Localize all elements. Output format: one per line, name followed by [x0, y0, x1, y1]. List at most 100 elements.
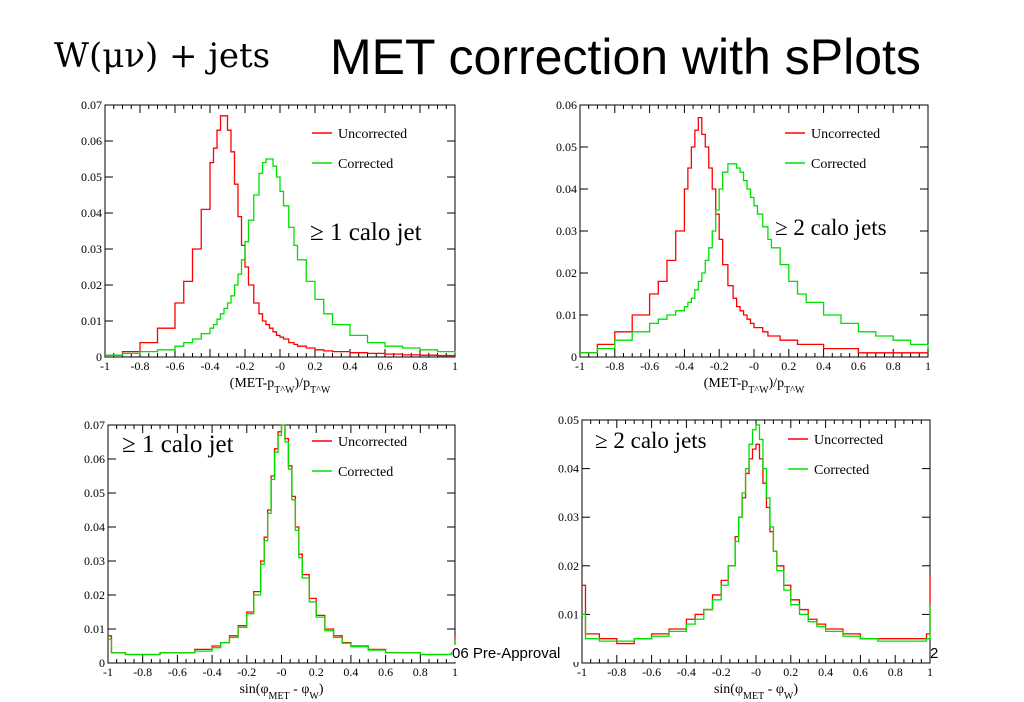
- x-tick-label: -1: [103, 665, 113, 679]
- y-tick-label: 0.01: [81, 314, 102, 328]
- x-tick-label: -0.2: [237, 665, 256, 679]
- x-tick-label: -0: [751, 665, 761, 679]
- x-tick-label: -0.2: [710, 359, 729, 373]
- legend-label-uncorrected: Uncorrected: [338, 435, 407, 450]
- y-tick-label: 0.03: [556, 224, 577, 238]
- x-tick-label: -1: [575, 359, 585, 373]
- x-tick-label: 0.2: [308, 359, 323, 373]
- y-tick-label: 0.06: [81, 134, 102, 148]
- x-tick-label: 0.8: [886, 359, 901, 373]
- chart-panel-4: -1 -0.8 -0.6 -0.4 -0.2 -0 0.2 0.4 0.6 0.8 1 0 0.01 0.…: [558, 413, 933, 702]
- y-tick-label: 0.06: [84, 452, 105, 466]
- y-tick-label: 0: [96, 350, 102, 364]
- y-tick-label: 0.05: [558, 413, 579, 427]
- y-tick-label: 0.02: [84, 588, 105, 602]
- x-axis-label: sin(φMET - φW): [239, 682, 323, 702]
- y-tick-label: 0.04: [556, 182, 577, 196]
- plot-frame: [107, 424, 456, 664]
- y-tick-label: 0.02: [81, 278, 102, 292]
- x-tick-label: -0.8: [133, 665, 152, 679]
- y-tick-label: 0.03: [81, 242, 102, 256]
- chart-panel-3: -1 -0.8 -0.6 -0.4 -0.2 -0 0.2 0.4 0.6 0.8 1 0 0.01 0.…: [84, 418, 458, 702]
- x-tick-label: -0.8: [605, 359, 624, 373]
- chart-panel-2: -1 -0.8 -0.6 -0.4 -0.2 -0 0.2 0.4 0.6 0.8 1 0 0.01 0.…: [556, 98, 931, 396]
- x-tick-label: 0.8: [413, 665, 428, 679]
- slide-title: W(μν) + jets MET correction with sPlots: [50, 28, 1020, 98]
- y-tick-label: 0.02: [556, 266, 577, 280]
- y-tick-label: 0.01: [558, 607, 579, 621]
- jet-annotation: ≥ 1 calo jet: [122, 431, 234, 458]
- legend-label-corrected: Corrected: [811, 157, 866, 172]
- y-tick-label: 0.07: [84, 418, 105, 432]
- y-tick-label: 0.03: [558, 510, 579, 524]
- x-tick-label: 0.2: [781, 359, 796, 373]
- y-tick-label: 0.04: [558, 462, 579, 476]
- chart-panel-1: -1 -0.8 -0.6 -0.4 -0.2 -0 0.2 0.4 0.6 0.8 1 0 0.01 0.…: [81, 98, 458, 396]
- x-tick-label: 0.4: [343, 665, 358, 679]
- x-tick-label: -0.6: [640, 359, 659, 373]
- x-tick-label: 1: [452, 665, 458, 679]
- legend-label-uncorrected: Uncorrected: [811, 127, 880, 142]
- x-tick-label: -0.4: [201, 359, 220, 373]
- legend-label-corrected: Corrected: [338, 157, 393, 172]
- x-tick-label: 0.6: [378, 665, 393, 679]
- x-tick-label: 0.8: [413, 359, 428, 373]
- x-tick-label: 0.6: [851, 359, 866, 373]
- x-tick-label: -1: [577, 665, 587, 679]
- x-tick-label: -0.6: [168, 665, 187, 679]
- series-corrected-line: [105, 158, 456, 356]
- x-tick-label: 1: [927, 665, 933, 679]
- x-tick-label: -0: [275, 359, 285, 373]
- x-tick-label: -0.8: [131, 359, 150, 373]
- plot-frame: [581, 419, 931, 664]
- x-tick-label: 0.8: [888, 665, 903, 679]
- x-tick-label: -0.8: [607, 665, 626, 679]
- x-tick-label: -0.4: [675, 359, 694, 373]
- x-axis-label: (MET-pT^W)/pT^W: [704, 376, 805, 396]
- y-tick-label: 0.04: [84, 520, 105, 534]
- x-tick-label: 0.2: [309, 665, 324, 679]
- x-tick-label: 0.4: [816, 359, 831, 373]
- x-tick-label: 1: [452, 359, 458, 373]
- x-tick-label: -0: [749, 359, 759, 373]
- x-tick-label: 0.4: [343, 359, 358, 373]
- title-main: MET correction with sPlots: [330, 29, 921, 85]
- series-uncorrected-line: [108, 424, 456, 656]
- y-tick-label: 0.05: [556, 140, 577, 154]
- footer-page-number: 2: [930, 645, 939, 662]
- y-tick-label: 0.04: [81, 206, 102, 220]
- jet-annotation: ≥ 1 calo jet: [310, 219, 422, 246]
- jet-annotation: ≥ 2 calo jets: [775, 215, 887, 240]
- legend-label-corrected: Corrected: [814, 463, 869, 478]
- x-tick-label: -0.2: [236, 359, 255, 373]
- x-tick-label: -0.6: [642, 665, 661, 679]
- series-uncorrected-line: [580, 116, 928, 354]
- y-tick-label: 0: [573, 656, 579, 670]
- y-tick-label: 0.03: [84, 554, 105, 568]
- x-axis-label: (MET-pT^W)/pT^W: [230, 376, 331, 396]
- y-tick-label: 0.02: [558, 559, 579, 573]
- series-corrected-line: [582, 424, 931, 642]
- series-corrected-line: [108, 424, 456, 656]
- x-tick-label: -0.4: [203, 665, 222, 679]
- series-uncorrected-line: [582, 443, 931, 645]
- x-tick-label: 0.6: [378, 359, 393, 373]
- y-tick-label: 0.07: [81, 98, 102, 112]
- series-uncorrected-line: [105, 115, 456, 357]
- footer-text: 06 Pre-Approval: [452, 645, 580, 662]
- x-tick-label: -0.2: [712, 665, 731, 679]
- x-tick-label: 0.4: [818, 665, 833, 679]
- y-tick-label: 0: [99, 656, 105, 670]
- title-formula: W(μν) + jets: [54, 36, 271, 76]
- y-tick-label: 0.05: [81, 170, 102, 184]
- x-tick-label: -1: [100, 359, 110, 373]
- x-tick-label: -0.6: [166, 359, 185, 373]
- x-tick-label: 0.6: [853, 665, 868, 679]
- legend-label-uncorrected: Uncorrected: [338, 127, 407, 142]
- x-axis-label: sin(φMET - φW): [714, 682, 798, 702]
- legend-label-uncorrected: Uncorrected: [814, 433, 883, 448]
- y-tick-label: 0.01: [84, 622, 105, 636]
- y-tick-label: 0.05: [84, 486, 105, 500]
- x-tick-label: 1: [925, 359, 931, 373]
